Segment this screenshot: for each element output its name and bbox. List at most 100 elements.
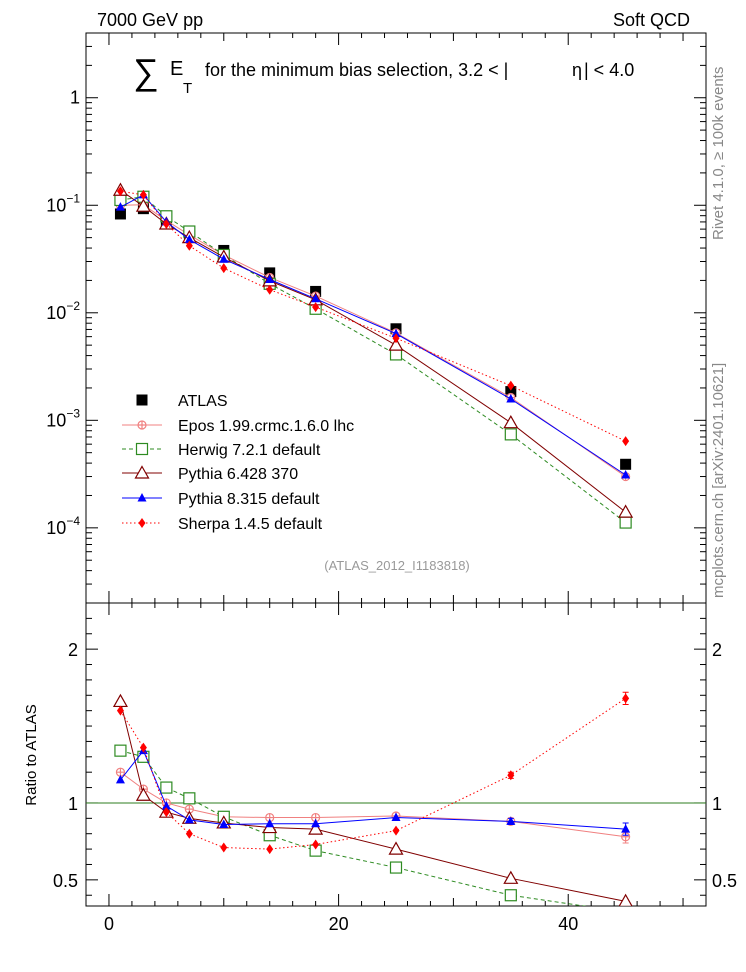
legend-marker-epos-cross [138, 421, 146, 429]
ratio-point-herwig [504, 889, 517, 902]
legend-label-sherpa: Sherpa 1.4.5 default [178, 516, 323, 533]
y-tick-label-exponent: −1 [66, 191, 80, 205]
ratio-y-tick-label: 1 [68, 794, 78, 814]
data-point-herwig [619, 516, 632, 529]
ratio-y-tick-label-right: 0.5 [712, 871, 737, 891]
rivet-version-label: Rivet 4.1.0, ≥ 100k events [710, 67, 727, 240]
ratio-point-pythia8 [219, 819, 229, 828]
ratio-point-pythia8 [506, 816, 516, 825]
x-tick-label: 0 [104, 914, 114, 934]
ratio-point-pythia6 [135, 787, 151, 801]
data-point-pythia8 [506, 393, 516, 403]
ratio-point-sherpa [507, 770, 515, 781]
legend-label-pythia8: Pythia 8.315 default [178, 491, 320, 508]
data-point-pythia8 [184, 234, 194, 244]
series-line-pythia8 [120, 194, 626, 476]
title-e-label: E [170, 58, 183, 80]
title-text-after-eta: | < 4.0 [584, 60, 634, 80]
series-line-epos [120, 204, 626, 477]
ratio-point-herwig [620, 907, 631, 918]
data-point-sherpa [266, 284, 274, 295]
ratio-point-pythia6 [618, 893, 633, 906]
ratio-line-epos [120, 771, 626, 838]
ratio-point-epos [311, 812, 321, 823]
legend-label-epos: Epos 1.99.crmc.1.6.0 lhc [178, 418, 354, 435]
data-point-sherpa [312, 302, 320, 313]
ratio-point-herwig [389, 861, 403, 874]
data-point-pythia8 [265, 274, 275, 283]
ratio-axis-ticks [86, 602, 706, 906]
title-sum-symbol: ∑ [133, 51, 159, 92]
data-point-sherpa [185, 240, 193, 251]
y-tick-label: 10−4 [46, 514, 80, 538]
ratio-axis-tick-labels: 0.5 0.51 12 20 20 40 [53, 640, 737, 934]
main-axis-tick-labels: 10−410−310−210−11 [46, 88, 80, 538]
title-t-subscript: T [183, 80, 192, 97]
ratio-point-pythia8 [265, 818, 275, 828]
ratio-series-group [86, 691, 706, 918]
ratio-point-sherpa [392, 825, 400, 836]
ratio-point-sherpa [266, 844, 274, 855]
data-point-pythia6 [503, 414, 519, 429]
data-point-sherpa [139, 189, 147, 200]
y-tick-label-base: 10 [46, 195, 66, 215]
ratio-point-sherpa [116, 705, 124, 716]
y-tick-label-base: 1 [70, 88, 80, 108]
data-point-sherpa [220, 263, 228, 274]
y-tick-label-exponent: −3 [66, 406, 80, 420]
ratio-point-herwig [114, 744, 127, 757]
main-axis-ticks [86, 32, 706, 604]
data-point-pythia8 [219, 254, 229, 263]
ratio-plot-frame [85, 602, 707, 907]
ratio-point-herwig [160, 781, 173, 794]
mcplots-label: mcplots.cern.ch [arXiv:2401.10621] [710, 363, 727, 598]
legend-marker-sherpa [138, 518, 146, 528]
y-tick-label-base: 10 [46, 410, 66, 430]
ratio-y-tick-label: 2 [68, 640, 78, 660]
ratio-point-pythia6 [388, 841, 404, 855]
ratio-point-epos-cross [116, 768, 125, 777]
ratio-point-epos [115, 767, 126, 777]
data-point-pythia8 [311, 293, 321, 303]
title-text-before-eta: for the minimum bias selection, 3.2 < | [205, 60, 508, 80]
ratio-point-pythia8 [621, 824, 631, 833]
ratio-y-tick-label-right: 1 [712, 794, 722, 814]
data-point-atlas [310, 285, 322, 297]
ratio-y-tick-label-right: 2 [712, 640, 722, 660]
header-left: 7000 GeV pp [97, 10, 203, 30]
y-tick-label-exponent: −2 [66, 299, 80, 313]
legend-marker-epos [137, 420, 147, 430]
ratio-point-pythia6 [112, 693, 128, 708]
title-eta-symbol: η [572, 60, 582, 80]
y-tick-label: 10−3 [46, 406, 80, 430]
y-tick-label-base: 10 [46, 303, 66, 323]
legend: ATLAS Epos 1.99.crmc.1.6.0 lhc Herwig 7.2.… [122, 393, 354, 533]
ratio-point-pythia6 [308, 821, 324, 835]
legend-marker-atlas [136, 394, 148, 406]
legend-marker-pythia6 [134, 465, 150, 479]
ratio-point-pythia8 [115, 774, 125, 784]
data-point-pythia6 [618, 504, 634, 518]
header-right: Soft QCD [613, 10, 690, 30]
ratio-point-sherpa [312, 839, 320, 850]
data-point-pythia8 [115, 202, 125, 211]
data-point-atlas [114, 208, 126, 220]
legend-marker-herwig [135, 442, 149, 456]
data-point-sherpa [392, 333, 400, 344]
data-point-herwig [504, 428, 517, 441]
ratio-point-pythia8 [391, 812, 401, 822]
ratio-line-herwig [120, 750, 588, 906]
data-point-sherpa [116, 186, 124, 197]
y-tick-label-base: 10 [46, 518, 66, 538]
y-tick-label-exponent: −4 [66, 514, 80, 528]
data-point-pythia6 [388, 337, 404, 351]
data-point-sherpa [162, 218, 170, 229]
ratio-point-pythia8 [161, 801, 171, 810]
ratio-line-pythia8 [120, 749, 626, 830]
x-tick-label: 40 [558, 914, 578, 934]
data-point-sherpa [507, 380, 515, 391]
ratio-point-sherpa [622, 693, 630, 704]
ratio-axis-label: Ratio to ATLAS [23, 704, 40, 805]
legend-marker-pythia8 [137, 493, 147, 502]
